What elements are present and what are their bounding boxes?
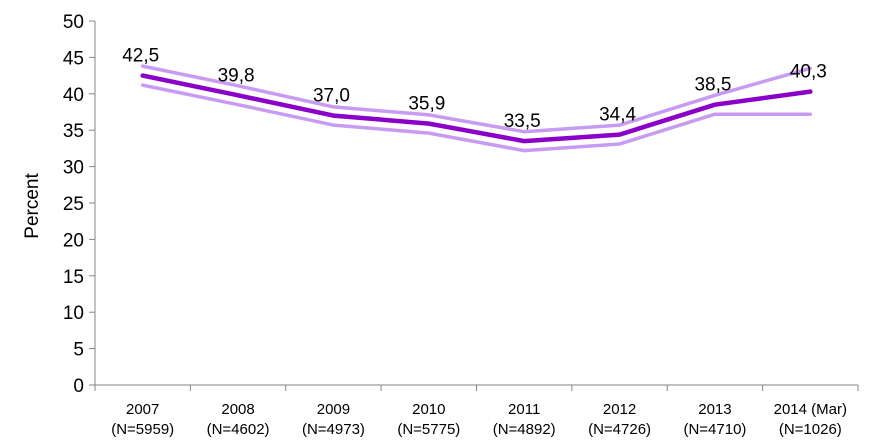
- series-lines: [140, 64, 813, 153]
- x-tick-sublabel: (N=1026): [779, 421, 842, 438]
- x-tick-label: 2014 (Mar): [774, 401, 847, 418]
- x-tick-sublabel: (N=4973): [302, 421, 365, 438]
- y-axis-ticks: 0 5 10 15 20 25 30 35 40 45 50: [63, 12, 95, 397]
- x-tick-sublabel: (N=4710): [683, 421, 746, 438]
- y-tick-label: 10: [63, 303, 84, 324]
- data-label: 35,9: [408, 94, 445, 115]
- data-label: 39,8: [218, 65, 255, 86]
- y-tick-label: 35: [63, 121, 84, 142]
- estimate-line: [140, 73, 813, 144]
- y-tick-label: 25: [63, 194, 84, 215]
- y-tick-label: 0: [73, 376, 84, 397]
- y-tick-label: 30: [63, 158, 84, 179]
- x-tick-label: 2011: [508, 401, 540, 418]
- x-tick-sublabel: (N=5775): [397, 421, 460, 438]
- y-axis-title: Percent: [22, 173, 43, 239]
- x-tick-sublabel: (N=4892): [493, 421, 556, 438]
- data-label: 33,5: [504, 111, 541, 132]
- x-axis-ticks: 2007 (N=5959) 2008 (N=4602) 2009 (N=4973) 2010…: [94, 385, 859, 438]
- x-tick-label: 2012: [603, 401, 636, 418]
- data-labels: 42,5 39,8 37,0 35,9 33,5 34,4 38,5 40,3: [122, 46, 827, 133]
- x-tick-label: 2007: [126, 401, 159, 418]
- data-label: 38,5: [694, 75, 731, 96]
- x-tick-label: 2013: [698, 401, 731, 418]
- y-tick-label: 45: [63, 48, 84, 69]
- data-label: 42,5: [122, 46, 159, 67]
- x-tick-label: 2009: [317, 401, 350, 418]
- y-tick-label: 40: [63, 85, 84, 106]
- lower-bound-line: [140, 83, 813, 153]
- x-tick-label: 2010: [412, 401, 445, 418]
- y-tick-label: 50: [63, 12, 84, 33]
- data-label: 40,3: [790, 62, 827, 83]
- x-tick-sublabel: (N=4602): [207, 421, 270, 438]
- x-tick-label: 2008: [221, 401, 254, 418]
- x-tick-sublabel: (N=4726): [588, 421, 651, 438]
- y-tick-label: 5: [73, 340, 84, 361]
- x-tick-sublabel: (N=5959): [111, 421, 174, 438]
- y-tick-label: 20: [63, 230, 84, 251]
- upper-bound-line: [140, 64, 813, 134]
- axes: [94, 21, 858, 386]
- data-label: 34,4: [599, 105, 636, 126]
- y-tick-label: 15: [63, 267, 84, 288]
- data-label: 37,0: [313, 86, 350, 107]
